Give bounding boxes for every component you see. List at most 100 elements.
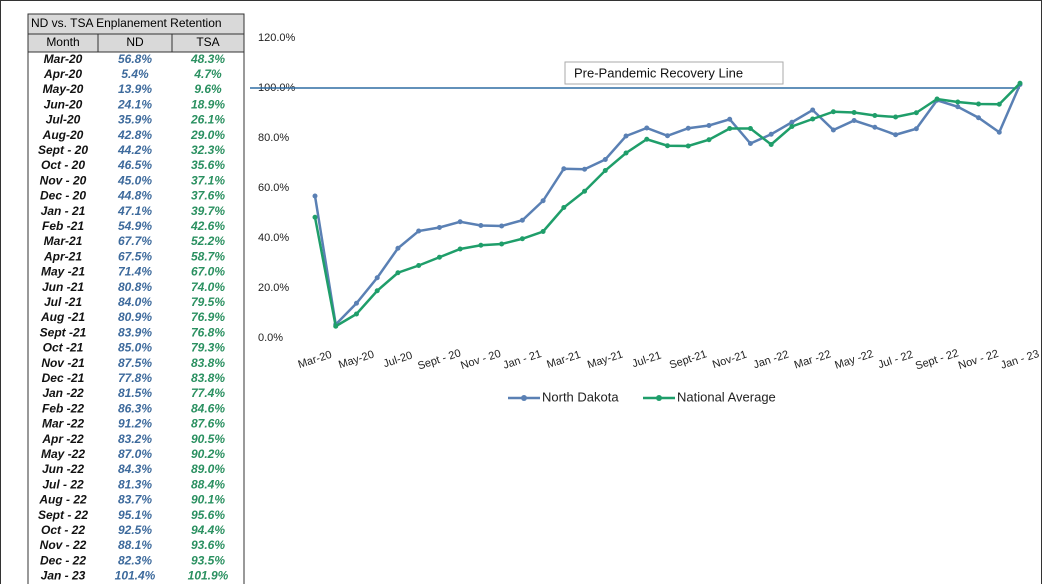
x-tick-label: Nov - 22 xyxy=(957,348,1000,372)
y-tick-label: 0.0% xyxy=(258,332,283,344)
table-cell: 29.0% xyxy=(190,128,225,142)
point xyxy=(747,141,753,146)
table-title: ND vs. TSA Enplanement Retention xyxy=(31,16,222,30)
y-tick-label: 120.0% xyxy=(258,32,296,44)
point xyxy=(457,246,463,252)
table-cell: 93.5% xyxy=(191,553,225,567)
table-cell: Aug-20 xyxy=(42,128,84,142)
point xyxy=(416,228,422,234)
table-cell: 83.8% xyxy=(191,371,225,385)
x-tick-label: Nov - 20 xyxy=(459,348,502,372)
series-line xyxy=(313,82,1021,329)
legend-label: North Dakota xyxy=(542,389,619,404)
point xyxy=(830,127,836,133)
table-cell: 87.5% xyxy=(118,356,152,370)
point xyxy=(830,109,836,115)
y-tick-label: 20.0% xyxy=(258,282,289,294)
table-cell: 35.9% xyxy=(118,113,152,127)
point xyxy=(540,198,546,204)
point xyxy=(353,300,359,306)
table-cell: 54.9% xyxy=(118,219,152,233)
table-cell: 87.0% xyxy=(118,447,152,461)
point xyxy=(706,137,712,143)
point xyxy=(602,168,608,173)
table-cell: Oct - 20 xyxy=(41,158,85,172)
table-cell: 82.3% xyxy=(118,553,152,567)
table-cell: 67.0% xyxy=(191,265,225,279)
table-cell: 58.7% xyxy=(191,249,225,263)
table-cell: 42.8% xyxy=(117,128,152,142)
table-cell: 101.9% xyxy=(188,569,229,583)
y-tick-label: 40.0% xyxy=(258,232,289,244)
legend-label: National Average xyxy=(677,389,776,404)
point xyxy=(374,288,380,294)
table-cell: 4.7% xyxy=(193,67,222,81)
point xyxy=(623,150,629,156)
table-cell: 91.2% xyxy=(118,417,152,431)
x-tick-label: Jan -22 xyxy=(752,349,791,372)
point xyxy=(851,110,857,115)
table-cell: 13.9% xyxy=(118,82,152,96)
point xyxy=(685,143,691,149)
table-cell: 83.8% xyxy=(191,356,225,370)
point xyxy=(436,225,442,230)
table-cell: 81.5% xyxy=(118,386,152,400)
point xyxy=(312,193,318,199)
legend-marker xyxy=(656,395,662,401)
point xyxy=(312,214,318,220)
point xyxy=(976,101,982,107)
point xyxy=(913,110,919,116)
table-cell: Oct - 22 xyxy=(41,523,85,537)
table-cell: Apr-20 xyxy=(43,67,82,81)
point xyxy=(685,125,691,131)
table-cell: 39.7% xyxy=(191,204,225,218)
point xyxy=(789,119,795,125)
x-tick-label: May-21 xyxy=(586,349,625,372)
point xyxy=(582,188,588,194)
point xyxy=(976,115,982,121)
x-tick-label: Nov-21 xyxy=(711,349,748,371)
table-cell: 77.4% xyxy=(191,386,225,400)
point xyxy=(810,107,816,113)
point xyxy=(644,136,650,142)
table-cell: 44.2% xyxy=(117,143,152,157)
table-cell: 45.0% xyxy=(117,173,152,187)
table-cell: 84.3% xyxy=(118,462,152,476)
point xyxy=(478,242,484,248)
point xyxy=(416,263,422,268)
table-cell: 37.6% xyxy=(191,189,225,203)
table-cell: 83.7% xyxy=(118,493,152,507)
table-cell: 26.1% xyxy=(190,113,225,127)
table-cell: 44.8% xyxy=(117,189,152,203)
table-cell: Sept - 22 xyxy=(38,508,88,522)
x-tick-label: Jan - 21 xyxy=(502,348,544,372)
point xyxy=(561,166,567,172)
point xyxy=(872,113,878,118)
table-cell: 67.7% xyxy=(118,234,152,248)
x-tick-label: Sept - 20 xyxy=(416,347,462,372)
x-tick-label: Jul-20 xyxy=(382,350,414,371)
column-header: TSA xyxy=(196,35,219,49)
table-cell: Jul -21 xyxy=(44,295,82,309)
table-cell: 32.3% xyxy=(191,143,225,157)
table-cell: Oct -21 xyxy=(43,341,84,355)
table-cell: 80.8% xyxy=(118,280,152,294)
table-cell: 89.0% xyxy=(191,462,225,476)
table-cell: 48.3% xyxy=(190,52,225,66)
table-cell: 71.4% xyxy=(118,265,152,279)
table-cell: Aug -21 xyxy=(40,310,85,324)
table-cell: May-20 xyxy=(43,82,84,96)
point xyxy=(478,223,484,228)
table-cell: Apr-21 xyxy=(43,249,82,263)
point xyxy=(582,166,588,172)
point xyxy=(395,245,401,251)
table-cell: Apr -22 xyxy=(41,432,84,446)
x-tick-label: Mar -22 xyxy=(793,348,833,371)
table-cell: May -22 xyxy=(41,447,85,461)
x-tick-label: Jan - 23 xyxy=(999,348,1041,372)
x-tick-label: May -22 xyxy=(833,348,875,372)
table-cell: Nov - 20 xyxy=(40,173,87,187)
table-cell: Feb -21 xyxy=(42,219,84,233)
table-cell: 83.9% xyxy=(118,325,152,339)
point xyxy=(996,101,1002,107)
